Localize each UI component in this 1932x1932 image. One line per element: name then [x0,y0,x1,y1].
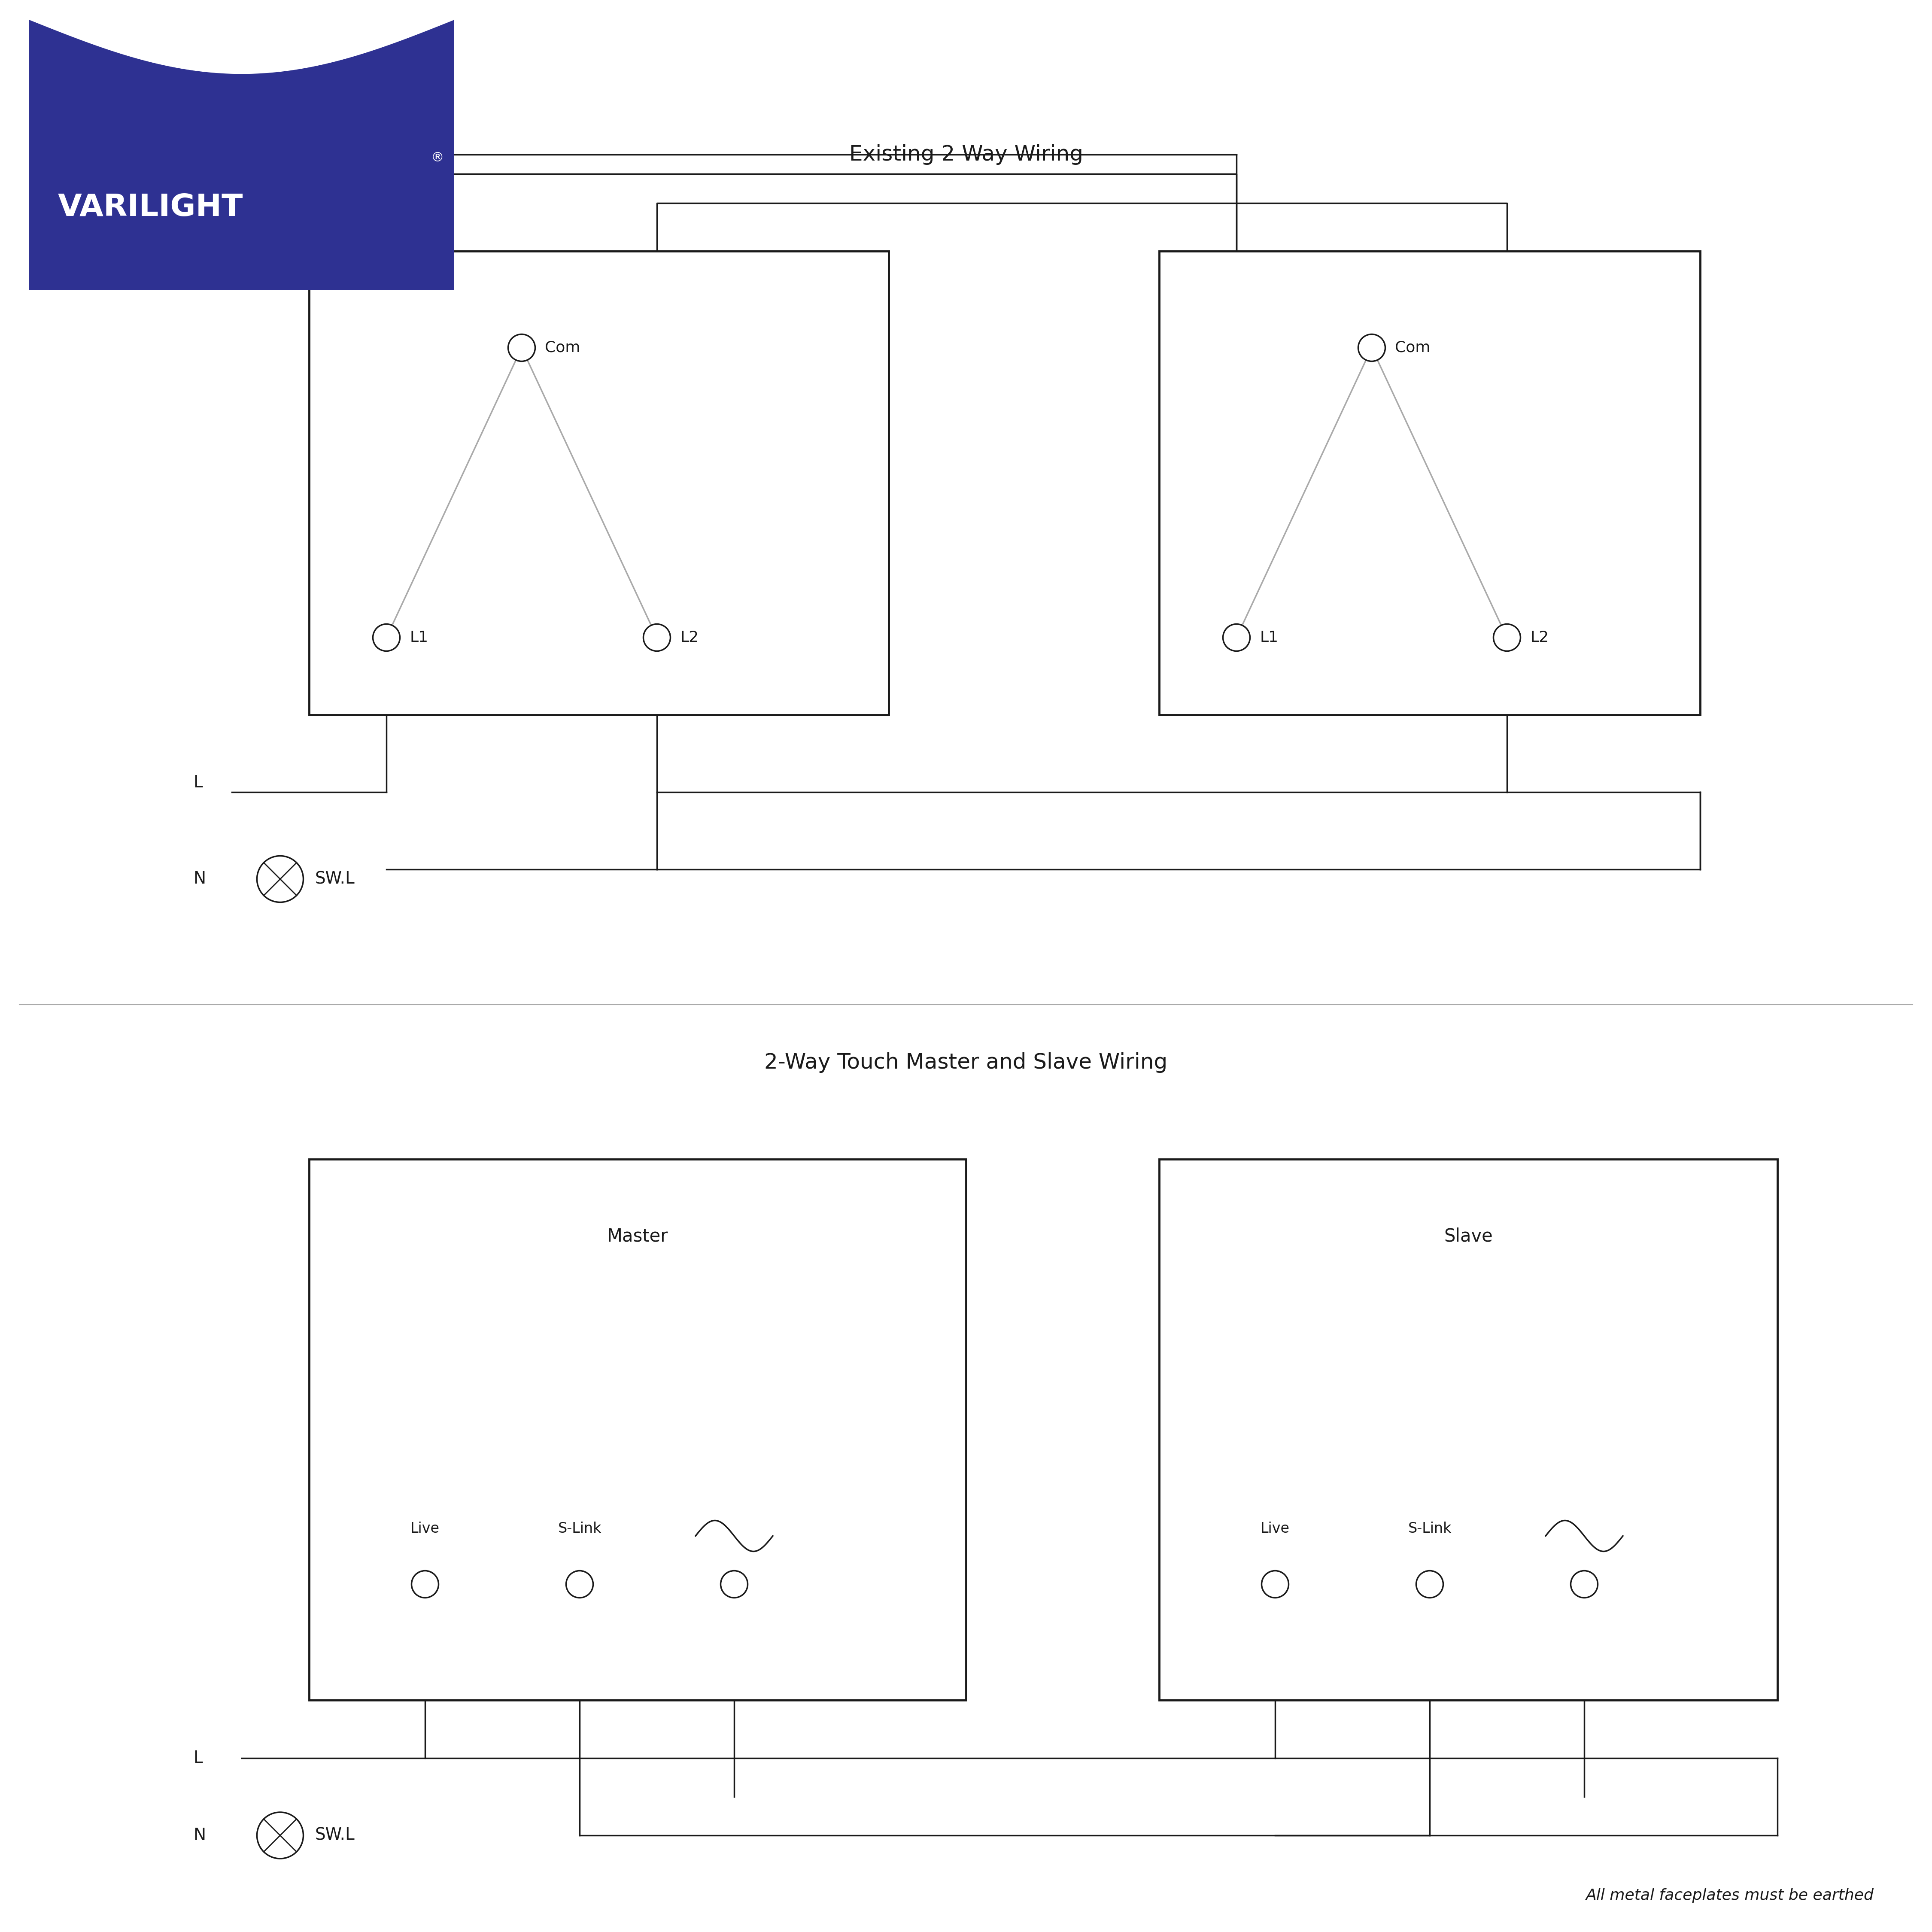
Bar [309,251,889,715]
Text: VARILIGHT: VARILIGHT [58,193,243,222]
Bar [309,1159,966,1700]
Text: N: N [193,1828,205,1843]
Text: L: L [193,1750,203,1766]
Circle shape [1262,1571,1289,1598]
Circle shape [566,1571,593,1598]
Circle shape [412,1571,439,1598]
Text: S-Link: S-Link [558,1522,601,1536]
Circle shape [1493,624,1520,651]
Text: L: L [193,775,203,790]
Text: Com: Com [545,340,580,355]
Text: 2-Way Touch Master and Slave Wiring: 2-Way Touch Master and Slave Wiring [765,1053,1167,1072]
Text: All metal faceplates must be earthed: All metal faceplates must be earthed [1586,1888,1874,1903]
Circle shape [508,334,535,361]
Text: Live: Live [1260,1522,1291,1536]
Circle shape [1223,624,1250,651]
Circle shape [1571,1571,1598,1598]
Circle shape [1358,334,1385,361]
Text: L1: L1 [410,630,429,645]
Text: Slave: Slave [1443,1227,1493,1246]
Circle shape [257,856,303,902]
Circle shape [373,624,400,651]
Bar [29,19,454,290]
Text: SW.L: SW.L [315,1828,355,1843]
Circle shape [643,624,670,651]
Text: Com: Com [1395,340,1430,355]
Text: L2: L2 [680,630,699,645]
Bar [1159,251,1700,715]
Bar [1159,1159,1777,1700]
Circle shape [721,1571,748,1598]
Text: N: N [193,871,205,887]
Text: Existing 2-Way Wiring: Existing 2-Way Wiring [848,145,1084,164]
Text: L2: L2 [1530,630,1549,645]
Text: S-Link: S-Link [1408,1522,1451,1536]
Text: L1: L1 [1260,630,1279,645]
Circle shape [257,1812,303,1859]
Text: ®: ® [431,153,444,164]
Text: Live: Live [410,1522,440,1536]
Circle shape [1416,1571,1443,1598]
Text: SW.L: SW.L [315,871,355,887]
Text: Master: Master [607,1227,668,1246]
